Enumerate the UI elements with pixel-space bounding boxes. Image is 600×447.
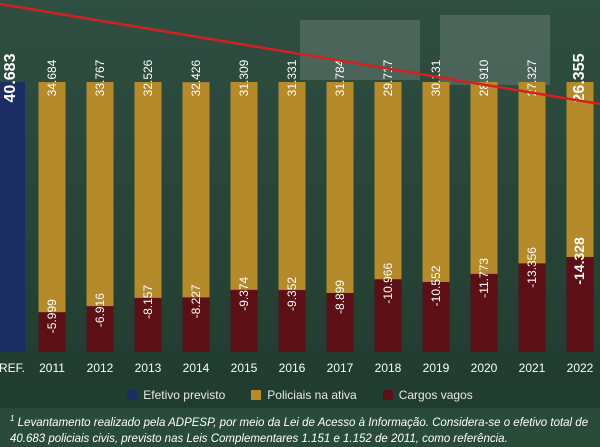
- data-label-vagos-2018: -10.966: [381, 263, 395, 304]
- tick-label-REF.: REF.: [0, 361, 25, 375]
- data-label-ativa-2013: 32.526: [141, 59, 155, 96]
- data-label-ativa-2016: 31.331: [285, 59, 299, 96]
- bar-policiais-ativa-2013: [134, 82, 162, 298]
- legend-swatch-efetivo: [127, 390, 138, 400]
- bar-cargos-vagos-2013: [134, 297, 162, 352]
- tick-label-2018: 2018: [375, 361, 402, 375]
- bar-policiais-ativa-2021: [518, 82, 546, 264]
- bar-policiais-ativa-2011: [38, 82, 66, 313]
- legend-item-vagos: Cargos vagos: [382, 388, 473, 402]
- bar-policiais-ativa-2015: [230, 82, 258, 290]
- data-label-vagos-2014: -8.227: [189, 284, 203, 318]
- bar-cargos-vagos-2011: [38, 312, 66, 352]
- bar-cargos-vagos-2019: [422, 281, 450, 352]
- data-label-vagos-2022: -14.328: [571, 237, 587, 285]
- bar-policiais-ativa-2014: [182, 82, 210, 298]
- data-label-vagos-2017: -8.899: [333, 280, 347, 314]
- data-label-vagos-2011: -5.999: [45, 299, 59, 333]
- bar-cargos-vagos-2014: [182, 297, 210, 352]
- legend-item-efetivo: Efetivo previsto: [127, 388, 225, 402]
- tick-label-2015: 2015: [231, 361, 258, 375]
- data-label-ativa-2020: 28.910: [477, 59, 491, 96]
- bar-efetivo-previsto: [0, 82, 25, 352]
- data-label-ativa-2021: 27.327: [525, 59, 539, 96]
- legend-label-efetivo: Efetivo previsto: [143, 388, 226, 402]
- bar-policiais-ativa-2019: [422, 82, 450, 282]
- tick-label-2013: 2013: [135, 361, 162, 375]
- tick-label-2021: 2021: [519, 361, 546, 375]
- bar-cargos-vagos-2016: [278, 289, 306, 352]
- legend: Efetivo previsto Policiais na ativa Carg…: [0, 384, 600, 406]
- data-label-vagos-2019: -10.552: [429, 265, 443, 306]
- tick-label-2019: 2019: [423, 361, 450, 375]
- data-label-vagos-2021: -13.356: [525, 247, 539, 288]
- data-label-ativa-2015: 31.309: [237, 59, 251, 96]
- data-label-vagos-2015: -9.374: [237, 276, 251, 310]
- bar-chart: 40.683 REF. 34.684 -5.999 2011 33.767 -6.916 20…: [0, 2, 600, 375]
- bar-policiais-ativa-2022: [566, 82, 594, 257]
- data-label-ativa-2011: 34.684: [45, 59, 59, 96]
- data-label-vagos-2012: -6.916: [93, 293, 107, 327]
- data-label-ativa-2022: 26.355: [571, 53, 588, 102]
- legend-label-vagos: Cargos vagos: [398, 388, 473, 402]
- tick-label-2012: 2012: [87, 361, 114, 375]
- bar-cargos-vagos-2022: [566, 256, 594, 352]
- data-label-ativa-2018: 29.717: [381, 59, 395, 96]
- background-photo: [440, 15, 550, 85]
- tick-label-2020: 2020: [471, 361, 498, 375]
- labels-group: 40.683 REF. 34.684 -5.999 2011 33.767 -6.916 20…: [0, 53, 594, 375]
- data-label-ativa-2017: 31.784: [333, 59, 347, 96]
- bar-policiais-ativa-2016: [278, 82, 306, 290]
- bar-cargos-vagos-2012: [86, 306, 114, 352]
- tick-label-2017: 2017: [327, 361, 354, 375]
- data-label-ref: 40.683: [2, 53, 19, 102]
- bar-cargos-vagos-2017: [326, 292, 354, 352]
- bar-cargos-vagos-2021: [518, 263, 546, 352]
- bar-policiais-ativa-2020: [470, 82, 498, 274]
- bar-cargos-vagos-2015: [230, 289, 258, 352]
- tick-label-2022: 2022: [567, 361, 594, 375]
- bar-policiais-ativa-2012: [86, 82, 114, 307]
- bar-policiais-ativa-2018: [374, 82, 402, 280]
- tick-label-2014: 2014: [183, 361, 210, 375]
- tick-label-2016: 2016: [279, 361, 306, 375]
- bars-group: [0, 82, 594, 352]
- bar-cargos-vagos-2018: [374, 279, 402, 352]
- data-label-vagos-2016: -9.352: [285, 277, 299, 311]
- tick-label-2011: 2011: [39, 361, 65, 375]
- data-label-vagos-2013: -8.157: [141, 285, 155, 319]
- footnote: 1 Levantamento realizado pela ADPESP, po…: [0, 408, 600, 447]
- data-label-ativa-2012: 33.767: [93, 59, 107, 96]
- bar-policiais-ativa-2017: [326, 82, 354, 293]
- trend-line: [0, 2, 600, 106]
- legend-swatch-ativa: [251, 390, 262, 400]
- bar-cargos-vagos-2020: [470, 273, 498, 352]
- data-label-ativa-2014: 32.426: [189, 60, 203, 97]
- legend-label-ativa: Policiais na ativa: [267, 388, 357, 402]
- data-label-vagos-2020: -11.773: [477, 258, 491, 298]
- legend-swatch-vagos: [382, 390, 393, 400]
- legend-item-ativa: Policiais na ativa: [251, 388, 357, 402]
- footnote-mark: 1: [10, 414, 15, 423]
- footnote-text: Levantamento realizado pela ADPESP, por …: [10, 416, 589, 445]
